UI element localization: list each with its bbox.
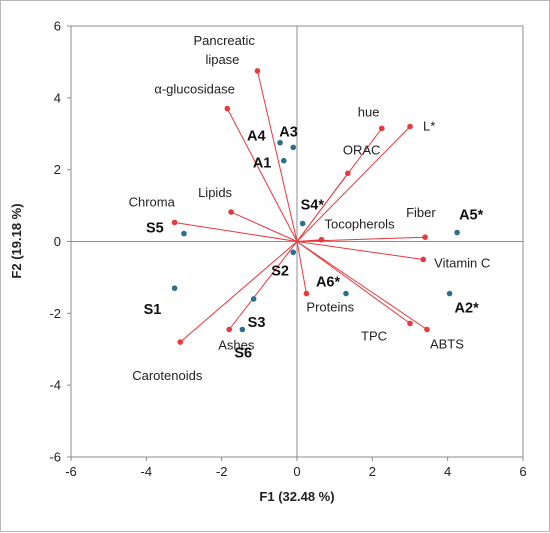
variable-point (407, 123, 413, 130)
variable-vector (228, 241, 298, 330)
y-tick-labels: -6 -4 -2 0 2 4 6 (49, 19, 71, 465)
y-tick-label: 6 (54, 19, 61, 34)
observation-label: A6* (316, 275, 341, 291)
variable-label: hue (358, 104, 380, 119)
observation-point (343, 290, 349, 297)
variable-label: Fiber (406, 205, 436, 220)
variable-vectors (171, 68, 430, 345)
observation-point (277, 139, 283, 146)
variable-point (177, 339, 184, 345)
point-labels: Pancreatic lipase α-glucosidase hue L* ORAC Li… (129, 33, 491, 383)
y-axis-title: F2 (19.18 %) (9, 203, 24, 278)
variable-vector (296, 172, 349, 242)
variable-vector (226, 108, 298, 242)
y-tick-label: -6 (49, 450, 61, 465)
variable-point (254, 68, 261, 74)
variable-label: TPC (361, 328, 387, 343)
observation-label: S2 (271, 263, 289, 279)
variable-point (224, 105, 231, 112)
y-tick-label: 4 (54, 90, 61, 105)
variable-point (378, 125, 385, 132)
observation-label: A2* (455, 301, 480, 317)
variable-label: Lipids (198, 185, 232, 200)
variable-point (303, 290, 310, 297)
variable-vector (296, 241, 411, 324)
y-tick-label: 0 (54, 234, 61, 249)
observation-label: S4* (301, 198, 325, 214)
observation-point (454, 229, 460, 236)
observation-point (250, 296, 257, 302)
variable-label: Carotenoids (132, 368, 203, 383)
variable-point (407, 320, 413, 327)
variable-label: Pancreatic lipase (193, 33, 255, 67)
observation-point (239, 326, 246, 333)
variable-label: ORAC (343, 142, 381, 157)
variable-point (424, 326, 430, 333)
observation-point (181, 230, 187, 237)
observation-point (299, 220, 306, 227)
variable-label: Ashes (218, 337, 255, 352)
x-tick-labels: -6 -4 -2 0 2 4 6 (65, 457, 527, 479)
observation-point (290, 144, 297, 151)
observation-label: S6 (234, 345, 252, 361)
observation-label: S3 (248, 315, 266, 331)
x-tick-label: 6 (519, 464, 526, 479)
observation-label: S5 (146, 221, 164, 237)
x-tick-label: -6 (65, 464, 77, 479)
variable-label: L* (423, 119, 435, 134)
variable-vector (296, 241, 424, 260)
observation-label: A3 (279, 124, 298, 140)
x-tick-label: -4 (141, 464, 153, 479)
variable-label: Chroma (129, 194, 176, 209)
variable-point (228, 209, 234, 215)
variable-label: Proteins (306, 300, 354, 315)
variable-point (226, 326, 232, 333)
observation-label: A5* (459, 208, 484, 224)
x-tick-label: 0 (293, 464, 300, 479)
observation-point (446, 290, 453, 297)
variable-point (422, 234, 428, 240)
variable-point (345, 170, 351, 177)
variable-vector (179, 241, 298, 343)
observation-label: A4 (247, 129, 266, 145)
variable-vector (230, 211, 298, 242)
variable-vector (256, 70, 298, 242)
observation-label: A1 (253, 156, 272, 172)
variable-vector (296, 241, 428, 330)
variable-vector (174, 221, 298, 242)
y-tick-label: -4 (49, 378, 61, 393)
variable-vector (296, 236, 426, 242)
x-tick-label: 2 (369, 464, 376, 479)
observation-point (290, 249, 297, 256)
variable-vector (296, 241, 307, 294)
observation-point (281, 157, 287, 164)
observation-points (171, 139, 460, 333)
variable-point (420, 256, 426, 263)
x-tick-label: 4 (444, 464, 451, 479)
variable-label: ABTS (430, 336, 464, 351)
variable-label: Vitamin C (434, 255, 490, 270)
variable-vector (296, 126, 411, 242)
variable-label: Tocopherols (324, 217, 395, 232)
y-tick-label: 2 (54, 162, 61, 177)
variable-point (318, 236, 325, 243)
observation-point (171, 285, 178, 291)
x-axis-title: F1 (32.48 %) (259, 489, 334, 504)
observation-label: S1 (144, 302, 162, 318)
variable-label: α-glucosidase (154, 82, 235, 97)
y-tick-label: -2 (49, 306, 61, 321)
x-tick-label: -2 (216, 464, 228, 479)
variable-point (171, 219, 178, 226)
